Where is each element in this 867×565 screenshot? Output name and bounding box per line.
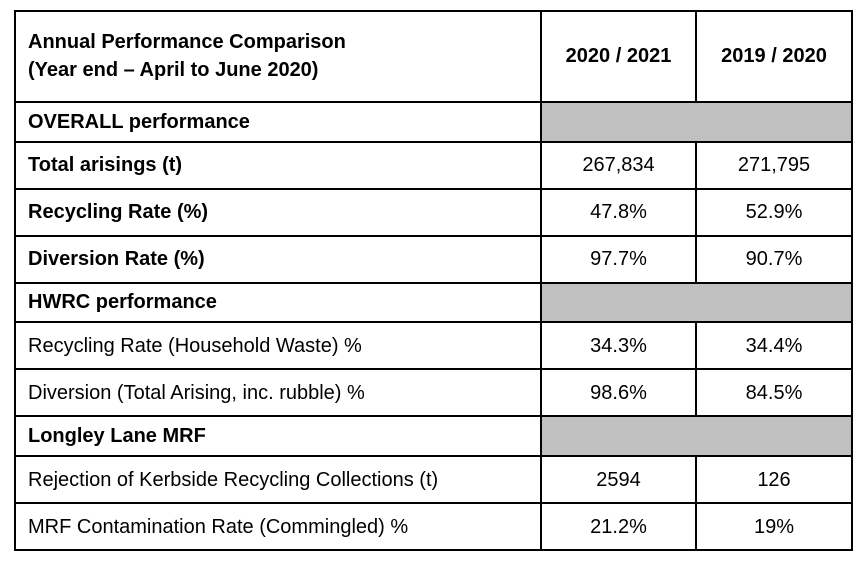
table-row: Recycling Rate (Household Waste) % 34.3%… bbox=[14, 321, 853, 371]
section-heading-hwrc: HWRC performance bbox=[14, 281, 542, 324]
table-row: Diversion (Total Arising, inc. rubble) %… bbox=[14, 368, 853, 418]
table-subtitle: (Year end – April to June 2020) bbox=[28, 59, 319, 82]
table-header-row: Annual Performance Comparison (Year end … bbox=[14, 10, 853, 103]
table-title-cell: Annual Performance Comparison (Year end … bbox=[14, 10, 542, 103]
value-2019-2020: 90.7% bbox=[695, 234, 853, 284]
section-shaded-cell bbox=[540, 281, 853, 324]
value-2020-2021: 98.6% bbox=[540, 368, 697, 418]
column-header-2020-2021: 2020 / 2021 bbox=[540, 10, 697, 103]
table-row: Rejection of Kerbside Recycling Collecti… bbox=[14, 455, 853, 504]
value-2020-2021: 34.3% bbox=[540, 321, 697, 371]
row-label-kerbside-rejection: Rejection of Kerbside Recycling Collecti… bbox=[14, 455, 542, 504]
row-label-mrf-contamination: MRF Contamination Rate (Commingled) % bbox=[14, 502, 542, 551]
table-title: Annual Performance Comparison bbox=[28, 31, 346, 54]
section-shaded-cell bbox=[540, 415, 853, 458]
row-label-recycling-rate: Recycling Rate (%) bbox=[14, 187, 542, 237]
value-2020-2021: 2594 bbox=[540, 455, 697, 504]
row-label-hwrc-diversion: Diversion (Total Arising, inc. rubble) % bbox=[14, 368, 542, 418]
table-row: Recycling Rate (%) 47.8% 52.9% bbox=[14, 187, 853, 237]
table-row: Total arisings (t) 267,834 271,795 bbox=[14, 140, 853, 190]
table-row: MRF Contamination Rate (Commingled) % 21… bbox=[14, 502, 853, 551]
value-2019-2020: 126 bbox=[695, 455, 853, 504]
value-2019-2020: 52.9% bbox=[695, 187, 853, 237]
row-label-hwrc-recycling-rate: Recycling Rate (Household Waste) % bbox=[14, 321, 542, 371]
value-2020-2021: 21.2% bbox=[540, 502, 697, 551]
value-2020-2021: 97.7% bbox=[540, 234, 697, 284]
section-heading-row: HWRC performance bbox=[14, 281, 853, 324]
value-2019-2020: 84.5% bbox=[695, 368, 853, 418]
row-label-total-arisings: Total arisings (t) bbox=[14, 140, 542, 190]
section-heading-row: OVERALL performance bbox=[14, 100, 853, 143]
value-2020-2021: 47.8% bbox=[540, 187, 697, 237]
row-label-diversion-rate: Diversion Rate (%) bbox=[14, 234, 542, 284]
value-2020-2021: 267,834 bbox=[540, 140, 697, 190]
section-shaded-cell bbox=[540, 100, 853, 143]
value-2019-2020: 271,795 bbox=[695, 140, 853, 190]
performance-table: Annual Performance Comparison (Year end … bbox=[14, 10, 853, 551]
section-heading-row: Longley Lane MRF bbox=[14, 415, 853, 458]
column-header-2019-2020: 2019 / 2020 bbox=[695, 10, 853, 103]
section-heading-longley-lane-mrf: Longley Lane MRF bbox=[14, 415, 542, 458]
section-heading-overall: OVERALL performance bbox=[14, 100, 542, 143]
value-2019-2020: 34.4% bbox=[695, 321, 853, 371]
table-row: Diversion Rate (%) 97.7% 90.7% bbox=[14, 234, 853, 284]
value-2019-2020: 19% bbox=[695, 502, 853, 551]
